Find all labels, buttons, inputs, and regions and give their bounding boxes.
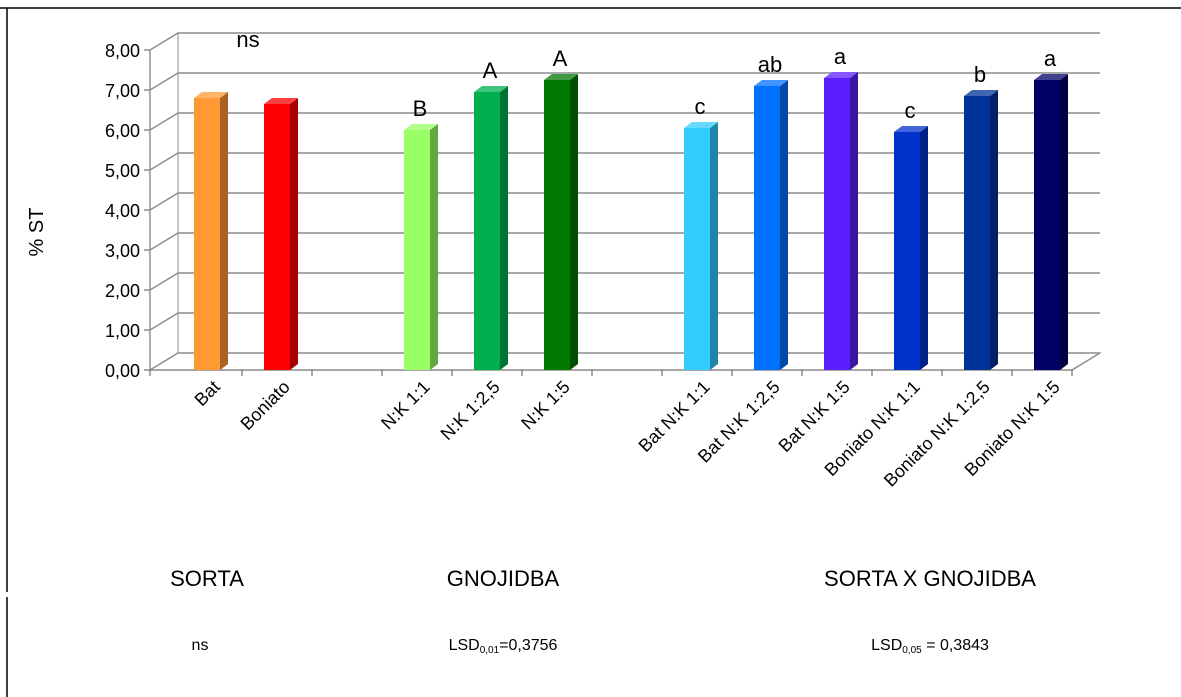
- y-tick-label: 7,00: [105, 81, 140, 101]
- y-tick-label: 5,00: [105, 161, 140, 181]
- bar: [824, 72, 858, 370]
- significance-label: b: [974, 62, 986, 87]
- bar: [1034, 74, 1068, 370]
- y-tick-label: 6,00: [105, 121, 140, 141]
- bar: [544, 74, 578, 370]
- significance-label: c: [905, 98, 916, 123]
- y-axis-label: % ST: [26, 208, 48, 257]
- significance-label: A: [553, 46, 568, 71]
- y-tick-label: 2,00: [105, 281, 140, 301]
- lsd-sorta: ns: [192, 637, 209, 655]
- bar: [404, 124, 438, 370]
- x-tick-label: Bat: [191, 377, 224, 410]
- group-title-sorta: SORTA: [170, 566, 244, 592]
- bar: [894, 126, 928, 370]
- bar: [964, 90, 998, 370]
- bar: [684, 122, 718, 370]
- y-tick-label: 1,00: [105, 321, 140, 341]
- significance-label: A: [483, 58, 498, 83]
- significance-label: a: [1044, 46, 1057, 71]
- significance-label: B: [413, 96, 428, 121]
- y-tick-label: 0,00: [105, 361, 140, 381]
- group-title-gnojidba: GNOJIDBA: [447, 566, 559, 592]
- lsd-sorta-x-gnojidba: LSD0,05 = 0,3843: [871, 637, 989, 656]
- significance-label: a: [834, 44, 847, 69]
- significance-label: ab: [758, 52, 782, 77]
- y-tick-label: 4,00: [105, 201, 140, 221]
- significance-label: ns: [236, 27, 259, 52]
- bar: [264, 98, 298, 370]
- significance-label: c: [695, 94, 706, 119]
- group-title-sorta-x-gnojidba: SORTA X GNOJIDBA: [824, 566, 1036, 592]
- bar: [474, 86, 508, 370]
- bar: [754, 80, 788, 370]
- x-tick-label: Boniato: [237, 377, 294, 434]
- bar: [194, 92, 228, 370]
- x-tick-label: N:K 1:2,5: [437, 377, 504, 444]
- y-tick-label: 3,00: [105, 241, 140, 261]
- lsd-gnojidba: LSD0,01=0,3756: [449, 637, 558, 656]
- x-tick-label: N:K 1:5: [517, 377, 574, 434]
- x-tick-label: N:K 1:1: [377, 377, 434, 434]
- y-tick-label: 8,00: [105, 41, 140, 61]
